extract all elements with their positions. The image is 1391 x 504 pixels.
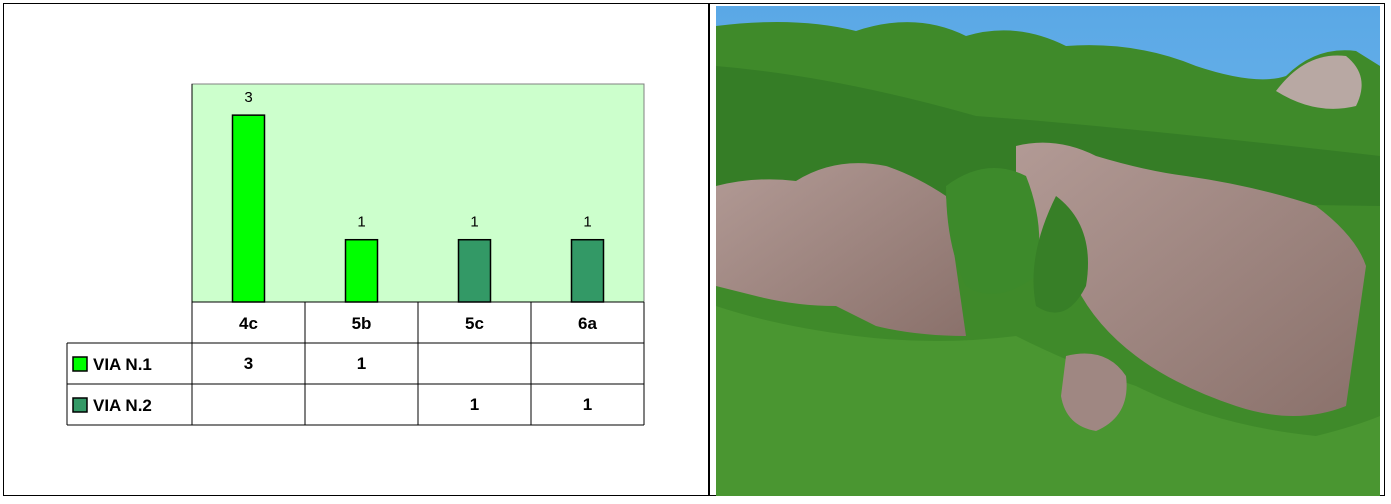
forest-lower [716,306,1380,496]
bar-chart: 3 1 1 1 4c 5b 5c 6a VIA N.1 3 1 VIA N.2 1 1 [66,83,645,426]
legend-swatch-series2 [72,397,88,413]
table-cell-series1-5b: 1 [357,354,366,373]
rock-outcrop-top [1276,55,1362,109]
bar-5c-series2 [457,238,492,303]
plot-background [191,83,645,303]
bar-4c-series1 [231,114,266,303]
data-label-5c-series2: 1 [470,214,478,231]
category-label-6a: 6a [578,314,597,333]
rock-face-center [1016,142,1366,416]
data-table: 4c 5b 5c 6a VIA N.1 3 1 VIA N.2 1 1 [66,84,645,426]
category-label-5c: 5c [465,314,484,333]
bar-6a-series2 [570,238,605,303]
legend-swatch-series1 [72,356,88,372]
page-frame [3,3,1385,496]
category-label-4c: 4c [239,314,258,333]
data-label-4c-series1: 3 [244,89,252,106]
forest-patch [946,168,1040,294]
legend-label-series2: VIA N.2 [93,396,152,415]
chart-panel: 3 1 1 1 4c 5b 5c 6a VIA N.1 3 1 VIA N.2 1 1 [66,83,645,426]
data-labels-group: 3 1 1 1 [244,89,591,231]
legend-label-series1: VIA N.1 [93,355,152,374]
data-label-6a-series2: 1 [583,214,591,231]
table-cell-series2-6a: 1 [583,395,592,414]
bar-5b-series1 [344,238,379,303]
data-label-5b-series1: 1 [357,214,365,231]
table-cell-series1-4c: 3 [244,354,253,373]
table-cell-series2-5c: 1 [470,395,479,414]
rock-face-left [716,163,966,336]
forest-patch-2 [1033,196,1088,313]
rock-boulder [1061,353,1127,431]
rock-face-photo [716,6,1380,496]
category-label-5b: 5b [352,314,372,333]
panel-divider [708,3,710,496]
